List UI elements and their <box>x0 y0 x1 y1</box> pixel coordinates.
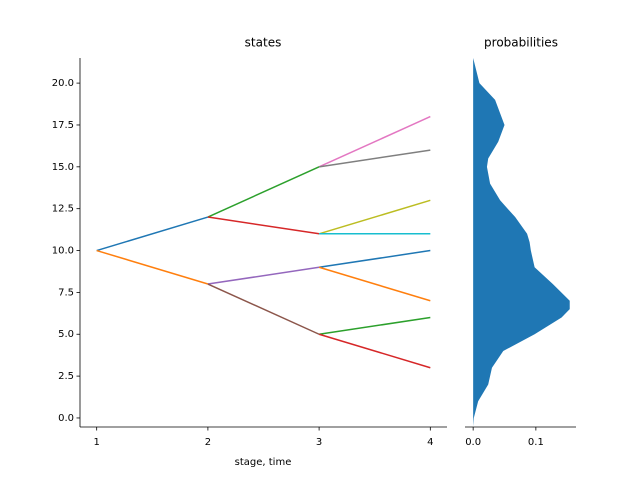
x-tick-label: 0.0 <box>465 437 481 448</box>
y-tick-label: 20.0 <box>52 78 74 89</box>
density-area <box>473 58 570 427</box>
tree-edge <box>207 166 320 218</box>
y-tick-label: 0.0 <box>58 413 74 424</box>
y-tick-label: 10.0 <box>52 246 74 257</box>
tree-edge <box>207 216 320 235</box>
y-tick-label: 12.5 <box>52 204 74 215</box>
x-tick-label: 4 <box>427 437 433 448</box>
x-axis-label: stage, time <box>235 457 292 468</box>
tree-edge <box>207 283 320 335</box>
tree-edge <box>96 216 209 252</box>
tree-edge <box>318 149 431 168</box>
x-tick-label: 0.1 <box>528 437 544 448</box>
x-tick-label: 2 <box>205 437 211 448</box>
y-tick-label: 7.5 <box>58 287 74 298</box>
tree-edge <box>318 266 431 302</box>
chart-title: states <box>245 36 282 50</box>
y-tick-label: 5.0 <box>58 329 74 340</box>
y-tick-label: 2.5 <box>58 371 74 382</box>
tree-edge <box>318 333 431 369</box>
x-tick-label: 1 <box>93 437 99 448</box>
x-tick-label: 3 <box>316 437 322 448</box>
tree-edge <box>318 316 431 335</box>
tree-edge <box>318 115 431 168</box>
y-tick-label: 15.0 <box>52 162 74 173</box>
chart-title: probabilities <box>484 36 558 50</box>
tree-edge <box>318 199 431 235</box>
tree-edge <box>96 249 209 285</box>
tree-edge <box>318 249 431 269</box>
y-tick-label: 17.5 <box>52 120 74 131</box>
tree-edge <box>207 266 320 285</box>
